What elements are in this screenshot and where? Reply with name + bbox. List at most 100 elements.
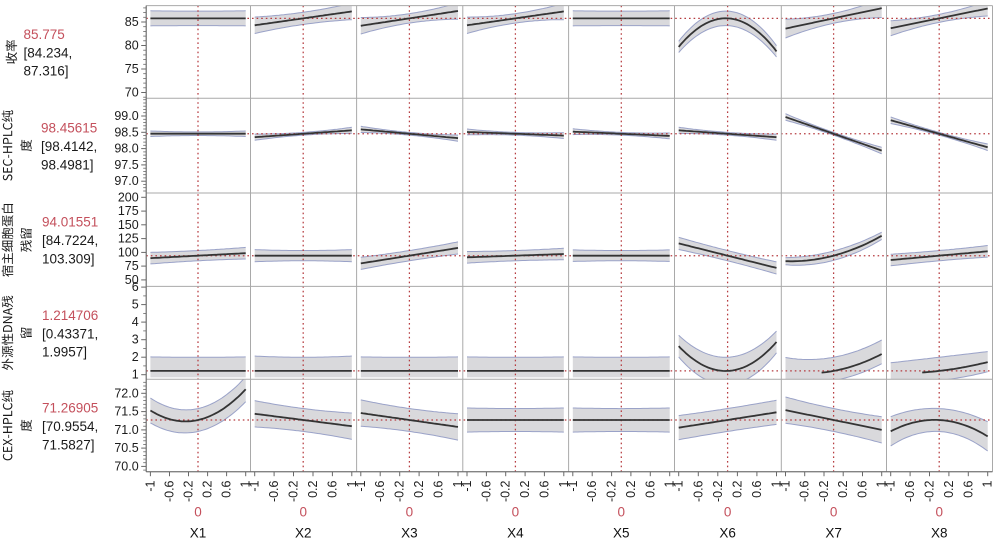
svg-text:103.309]: 103.309]: [42, 252, 95, 267]
svg-text:0.2: 0.2: [942, 480, 956, 497]
svg-text:98.0: 98.0: [114, 142, 138, 156]
svg-text:71.5827]: 71.5827]: [42, 437, 95, 452]
svg-text:-0.2: -0.2: [923, 480, 937, 502]
svg-text:98.45615: 98.45615: [41, 121, 97, 136]
svg-text:X3: X3: [401, 526, 418, 541]
svg-text:-0.2: -0.2: [182, 480, 196, 502]
svg-text:1: 1: [875, 480, 889, 487]
svg-text:70: 70: [125, 86, 139, 100]
svg-text:-0.6: -0.6: [798, 480, 812, 502]
svg-text:97.0: 97.0: [114, 174, 138, 188]
svg-text:0.6: 0.6: [643, 480, 657, 497]
svg-text:-0.2: -0.2: [817, 480, 831, 502]
svg-text:98.4981]: 98.4981]: [41, 157, 94, 172]
svg-text:1: 1: [451, 480, 465, 487]
svg-text:175: 175: [118, 204, 139, 218]
svg-text:0: 0: [724, 505, 732, 520]
svg-text:[0.43371,: [0.43371,: [42, 326, 98, 341]
svg-text:0.6: 0.6: [220, 480, 234, 497]
svg-text:3: 3: [132, 333, 139, 347]
svg-text:1: 1: [239, 480, 253, 487]
svg-text:-1: -1: [248, 480, 262, 491]
svg-text:0.6: 0.6: [325, 480, 339, 497]
svg-text:X2: X2: [295, 526, 312, 541]
svg-text:0: 0: [194, 505, 202, 520]
svg-text:97.5: 97.5: [114, 158, 138, 172]
svg-text:1: 1: [770, 480, 784, 487]
svg-text:98.5: 98.5: [114, 125, 138, 139]
svg-text:0.2: 0.2: [412, 480, 426, 497]
svg-text:0.6: 0.6: [856, 480, 870, 497]
svg-text:0.6: 0.6: [961, 480, 975, 497]
svg-text:-0.6: -0.6: [479, 480, 493, 502]
svg-text:0.6: 0.6: [537, 480, 551, 497]
svg-text:[84.7224,: [84.7224,: [42, 233, 98, 248]
svg-text:0: 0: [618, 505, 626, 520]
svg-text:1: 1: [345, 480, 359, 487]
svg-text:-0.6: -0.6: [373, 480, 387, 502]
svg-text:-1: -1: [779, 480, 793, 491]
svg-text:0: 0: [935, 505, 943, 520]
svg-text:-0.2: -0.2: [711, 480, 725, 502]
svg-text:0.6: 0.6: [750, 480, 764, 497]
svg-text:X7: X7: [825, 526, 842, 541]
svg-text:-0.6: -0.6: [163, 480, 177, 502]
svg-text:-0.6: -0.6: [903, 480, 917, 502]
svg-text:0: 0: [299, 505, 307, 520]
svg-text:200: 200: [118, 190, 139, 204]
svg-text:1: 1: [981, 480, 995, 487]
svg-text:[84.234,: [84.234,: [24, 45, 73, 60]
svg-text:1.214706: 1.214706: [42, 308, 98, 323]
svg-text:X1: X1: [190, 526, 207, 541]
svg-text:71.5: 71.5: [114, 405, 138, 419]
svg-text:125: 125: [118, 232, 139, 246]
svg-text:4: 4: [132, 315, 139, 329]
svg-text:[70.9554,: [70.9554,: [42, 419, 98, 434]
svg-text:0: 0: [830, 505, 838, 520]
svg-text:72.0: 72.0: [114, 386, 138, 400]
svg-text:75: 75: [125, 62, 139, 76]
svg-text:-1: -1: [672, 480, 686, 491]
svg-text:-0.2: -0.2: [605, 480, 619, 502]
svg-text:100: 100: [118, 245, 139, 259]
svg-text:150: 150: [118, 218, 139, 232]
svg-text:85: 85: [125, 15, 139, 29]
svg-text:0.2: 0.2: [624, 480, 638, 497]
svg-text:X5: X5: [613, 526, 630, 541]
svg-text:-0.2: -0.2: [393, 480, 407, 502]
svg-text:75: 75: [125, 259, 139, 273]
svg-text:6: 6: [132, 280, 139, 294]
svg-text:0.6: 0.6: [432, 480, 446, 497]
svg-text:-1: -1: [566, 480, 580, 491]
svg-text:X6: X6: [719, 526, 736, 541]
svg-text:85.775: 85.775: [24, 27, 65, 42]
svg-text:-0.6: -0.6: [691, 480, 705, 502]
svg-text:80: 80: [125, 39, 139, 53]
svg-text:99.0: 99.0: [114, 109, 138, 123]
svg-text:-0.2: -0.2: [499, 480, 513, 502]
svg-text:-1: -1: [460, 480, 474, 491]
svg-text:0.2: 0.2: [836, 480, 850, 497]
svg-text:-1: -1: [354, 480, 368, 491]
svg-text:5: 5: [132, 298, 139, 312]
svg-text:0.2: 0.2: [730, 480, 744, 497]
svg-text:1.9957]: 1.9957]: [42, 345, 87, 360]
svg-text:-1: -1: [884, 480, 898, 491]
svg-text:X8: X8: [931, 526, 948, 541]
svg-text:X4: X4: [507, 526, 524, 541]
svg-text:71.26905: 71.26905: [42, 401, 98, 416]
svg-text:87.316]: 87.316]: [24, 64, 69, 79]
svg-text:-0.2: -0.2: [287, 480, 301, 502]
svg-text:1: 1: [663, 480, 677, 487]
svg-text:2: 2: [132, 350, 139, 364]
svg-text:[98.4142,: [98.4142,: [41, 139, 97, 154]
svg-text:1: 1: [557, 480, 571, 487]
svg-text:0.2: 0.2: [518, 480, 532, 497]
svg-text:-0.6: -0.6: [267, 480, 281, 502]
svg-text:70.5: 70.5: [114, 441, 138, 455]
svg-text:0.2: 0.2: [306, 480, 320, 497]
svg-text:0.2: 0.2: [201, 480, 215, 497]
svg-text:70.0: 70.0: [114, 459, 138, 473]
svg-text:-0.6: -0.6: [585, 480, 599, 502]
svg-text:0: 0: [512, 505, 520, 520]
